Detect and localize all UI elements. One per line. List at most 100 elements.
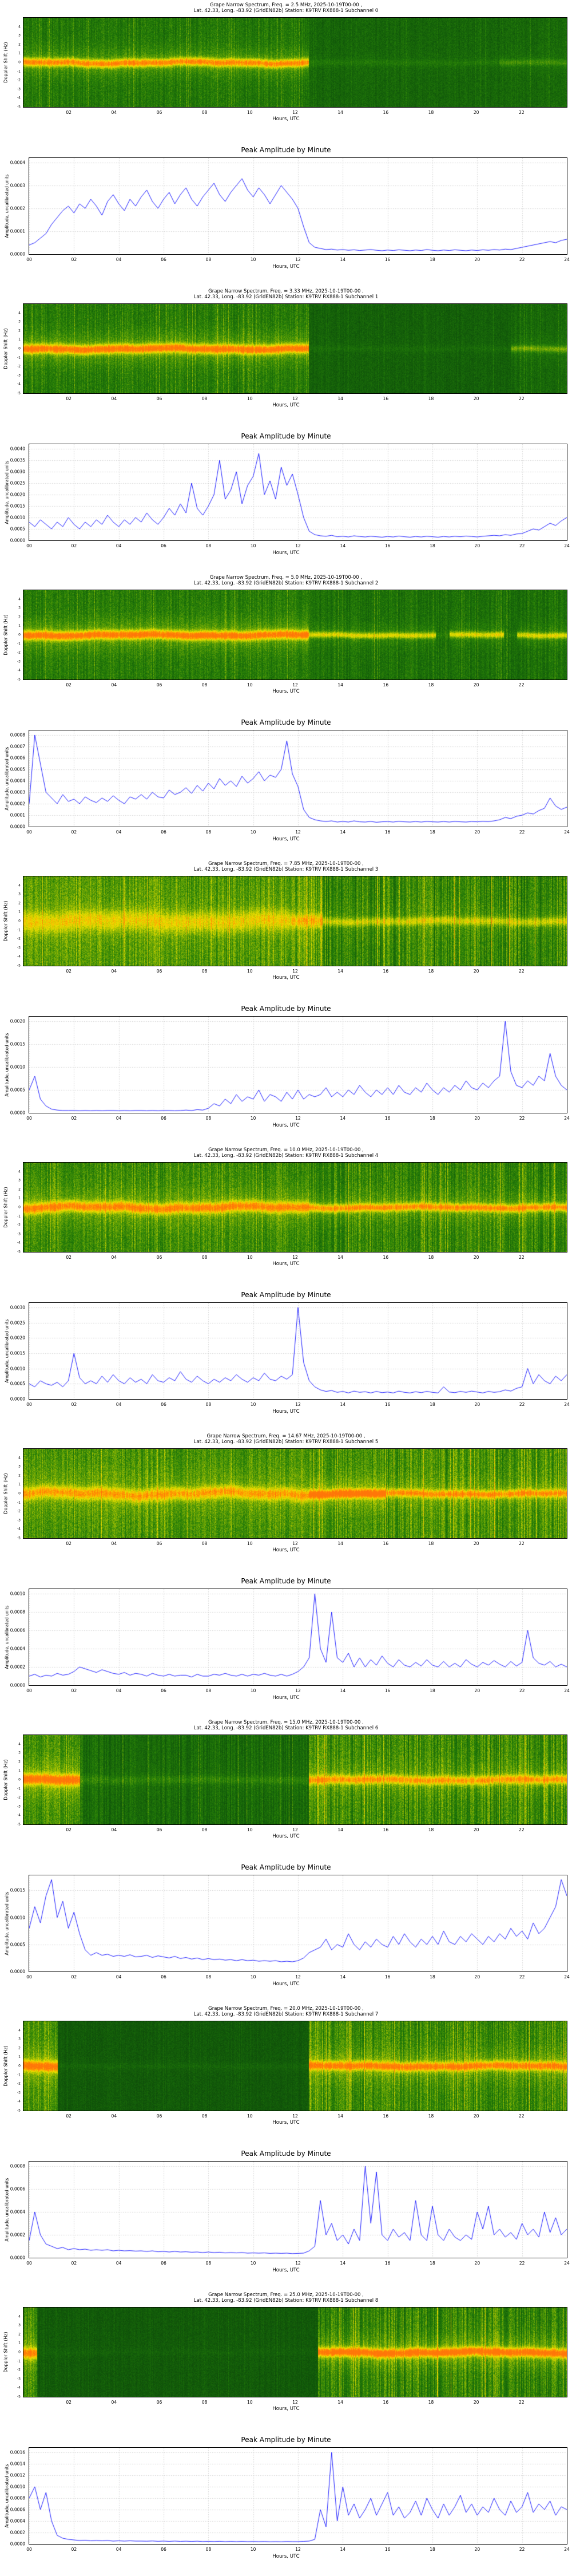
x-tick-label: 08 bbox=[205, 2547, 212, 2552]
x-tick-label: 02 bbox=[71, 257, 77, 262]
x-tick-label: 02 bbox=[66, 396, 72, 401]
y-tick-label: 1 bbox=[18, 337, 21, 342]
x-axis-label: Hours, UTC bbox=[272, 2120, 300, 2125]
x-axis-label: Hours, UTC bbox=[272, 1123, 300, 1128]
x-tick-label: 06 bbox=[156, 1541, 162, 1546]
x-tick-label: 04 bbox=[111, 1827, 117, 1832]
y-tick-label: -2 bbox=[17, 2081, 21, 2086]
y-tick-label: 0 bbox=[18, 633, 21, 637]
x-tick-label: 24 bbox=[564, 257, 570, 262]
y-tick-label: 0.0040 bbox=[10, 446, 25, 452]
y-axis-label: Amplitude, uncalibrated units bbox=[4, 2178, 10, 2242]
x-tick-label: 00 bbox=[26, 2547, 32, 2552]
x-tick-label: 12 bbox=[295, 829, 301, 835]
x-tick-label: 00 bbox=[26, 2261, 32, 2266]
spectrogram-canvas bbox=[23, 2021, 567, 2111]
chart-title: Peak Amplitude by Minute bbox=[241, 1577, 331, 1585]
amplitude-line-canvas bbox=[29, 2162, 567, 2258]
y-tick-label: -5 bbox=[17, 105, 21, 109]
x-tick-label: 08 bbox=[205, 1688, 212, 1693]
x-tick-label: 18 bbox=[430, 543, 435, 548]
x-tick-label: 22 bbox=[519, 1255, 525, 1260]
x-tick-label: 14 bbox=[340, 2261, 346, 2266]
y-tick-label: 3 bbox=[18, 1751, 21, 1755]
x-axis-label: Hours, UTC bbox=[272, 689, 300, 694]
y-tick-label: 0.0000 bbox=[10, 1396, 25, 1402]
x-tick-label: 22 bbox=[519, 257, 525, 262]
amplitude-line-canvas bbox=[29, 158, 567, 254]
y-tick-label: 1 bbox=[18, 51, 21, 56]
chart-title: Peak Amplitude by Minute bbox=[241, 2150, 331, 2158]
x-tick-label: 02 bbox=[66, 110, 72, 115]
y-tick-label: -5 bbox=[17, 1822, 21, 1827]
y-tick-label: 0.0005 bbox=[10, 1942, 25, 1947]
x-tick-label: 20 bbox=[474, 2547, 480, 2552]
amplitude-block-subchannel-5: Peak Amplitude by Minute 0.0000 0.0002 0.00… bbox=[0, 1574, 572, 1717]
x-axis-label: Hours, UTC bbox=[272, 1547, 300, 1553]
chart-subtitle: Lat. 42.33, Long. -83.92 (GridEN82b) Sta… bbox=[193, 2298, 379, 2304]
x-tick-label: 14 bbox=[340, 829, 346, 835]
y-tick-label: 0 bbox=[18, 2064, 21, 2068]
x-tick-label: 04 bbox=[116, 2261, 122, 2266]
x-tick-label: 02 bbox=[66, 1255, 72, 1260]
x-tick-label: 22 bbox=[519, 1974, 525, 1980]
x-axis-label: Hours, UTC bbox=[272, 1409, 300, 1415]
x-tick-label: 20 bbox=[474, 1402, 480, 1407]
chart-title: Peak Amplitude by Minute bbox=[241, 146, 331, 154]
x-tick-label: 20 bbox=[473, 2113, 479, 2119]
x-tick-label: 02 bbox=[71, 1688, 77, 1693]
y-axis-label: Doppler Shift (Hz) bbox=[3, 2332, 9, 2373]
y-tick-label: -5 bbox=[17, 963, 21, 968]
y-tick-label: -1 bbox=[17, 1787, 21, 1791]
y-tick-label: -5 bbox=[17, 2108, 21, 2113]
y-tick-label: 0.0006 bbox=[10, 755, 25, 761]
x-tick-label: 00 bbox=[26, 257, 32, 262]
y-tick-label: 0.0005 bbox=[10, 767, 25, 772]
y-tick-label: 3 bbox=[18, 892, 21, 896]
chart-subtitle: Lat. 42.33, Long. -83.92 (GridEN82b) Sta… bbox=[193, 2012, 379, 2017]
y-axis-label: Doppler Shift (Hz) bbox=[3, 328, 9, 369]
spectrogram-block-subchannel-7: Grape Narrow Spectrum, Freq. = 20.0 MHz,… bbox=[0, 2004, 572, 2147]
chart-title: Grape Narrow Spectrum, Freq. = 5.0 MHz, … bbox=[209, 575, 363, 580]
y-tick-label: -3 bbox=[17, 659, 21, 664]
x-tick-label: 12 bbox=[295, 543, 301, 548]
y-axis-label: Amplitude, uncalibrated units bbox=[4, 460, 10, 524]
y-tick-label: -4 bbox=[17, 382, 21, 386]
x-tick-label: 08 bbox=[205, 1116, 212, 1121]
x-tick-label: 14 bbox=[337, 969, 343, 974]
y-tick-label: 0.0000 bbox=[10, 538, 25, 543]
y-tick-label: 0.0000 bbox=[10, 2541, 25, 2547]
x-tick-label: 04 bbox=[111, 396, 117, 401]
spectrogram-canvas bbox=[23, 876, 567, 966]
x-tick-label: 22 bbox=[519, 969, 525, 974]
x-tick-label: 22 bbox=[519, 2547, 525, 2552]
y-tick-label: -2 bbox=[17, 650, 21, 655]
y-tick-label: 2 bbox=[18, 42, 21, 47]
y-tick-label: -2 bbox=[17, 364, 21, 369]
x-tick-label: 16 bbox=[383, 1541, 389, 1546]
y-tick-label: -4 bbox=[17, 954, 21, 959]
y-tick-label: 4 bbox=[18, 311, 21, 315]
y-tick-label: 3 bbox=[18, 606, 21, 610]
y-tick-label: 0.0025 bbox=[10, 1320, 25, 1326]
x-tick-label: 10 bbox=[247, 2113, 253, 2119]
chart-title: Peak Amplitude by Minute bbox=[241, 1005, 331, 1013]
x-tick-label: 16 bbox=[384, 2261, 391, 2266]
y-tick-label: -2 bbox=[17, 1509, 21, 1514]
x-tick-label: 18 bbox=[430, 1974, 435, 1980]
y-tick-label: 0.0010 bbox=[10, 1366, 25, 1372]
y-tick-label: 4 bbox=[18, 1742, 21, 1747]
x-tick-label: 16 bbox=[384, 543, 391, 548]
y-tick-label: 4 bbox=[18, 2028, 21, 2033]
x-tick-label: 04 bbox=[111, 969, 117, 974]
spectrogram-block-subchannel-1: Grape Narrow Spectrum, Freq. = 3.33 MHz,… bbox=[0, 286, 572, 429]
amplitude-block-subchannel-7: Peak Amplitude by Minute 0.0000 0.0002 0.00… bbox=[0, 2147, 572, 2290]
chart-subtitle: Lat. 42.33, Long. -83.92 (GridEN82b) Sta… bbox=[193, 580, 379, 586]
y-tick-label: 0.0006 bbox=[10, 2507, 25, 2512]
y-tick-label: 0.0004 bbox=[10, 2518, 25, 2524]
chart-title: Grape Narrow Spectrum, Freq. = 3.33 MHz,… bbox=[208, 289, 364, 294]
x-tick-label: 24 bbox=[564, 2261, 570, 2266]
y-tick-label: 2 bbox=[18, 2332, 21, 2337]
spectrogram-block-subchannel-8: Grape Narrow Spectrum, Freq. = 25.0 MHz,… bbox=[0, 2290, 572, 2433]
y-tick-label: -3 bbox=[17, 2377, 21, 2381]
